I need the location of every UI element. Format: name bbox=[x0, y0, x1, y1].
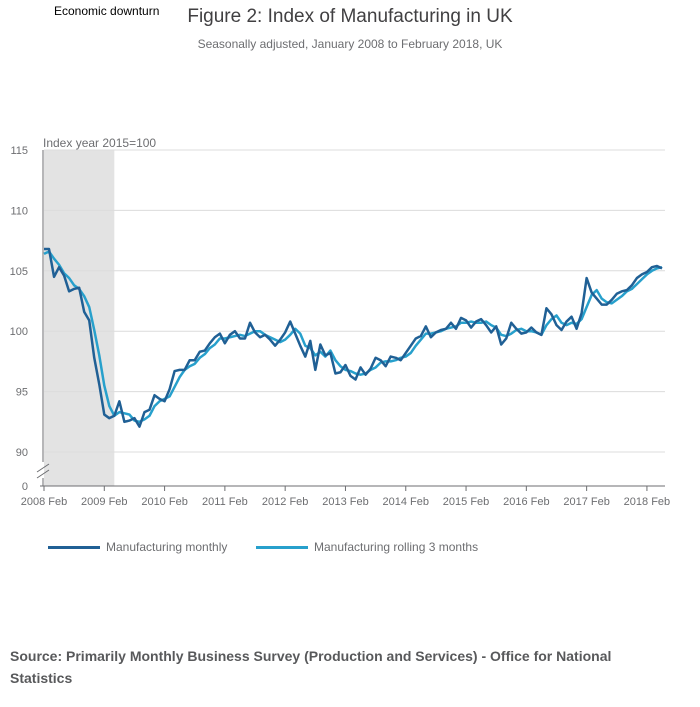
chart-title: Figure 2: Index of Manufacturing in UK bbox=[187, 6, 513, 27]
legend-swatch-monthly bbox=[48, 546, 100, 550]
x-tick-label: 2017 Feb bbox=[563, 496, 609, 508]
x-tick-label: 2008 Feb bbox=[21, 496, 67, 508]
series-lines bbox=[43, 247, 663, 428]
gridlines bbox=[44, 149, 665, 453]
series-line-monthly bbox=[44, 247, 663, 428]
legend-label-monthly: Manufacturing monthly bbox=[106, 540, 228, 554]
x-tick-label: 2018 Feb bbox=[624, 496, 670, 508]
axis-break-icon bbox=[36, 463, 50, 479]
y-tick-label: 95 bbox=[16, 387, 28, 399]
x-tick-label: 2010 Feb bbox=[141, 496, 187, 508]
y-tick-label: 90 bbox=[16, 447, 28, 459]
y-tick-label: 115 bbox=[10, 145, 28, 157]
legend-item-monthly: Manufacturing monthly bbox=[48, 540, 227, 554]
x-tick-label: 2015 Feb bbox=[443, 496, 489, 508]
x-tick-label: 2013 Feb bbox=[322, 496, 368, 508]
legend-label-rolling: Manufacturing rolling 3 months bbox=[314, 540, 479, 554]
chart-area: 115 110 105 100 95 90 2008 Feb 2009 Feb 2010 Fe… bbox=[10, 136, 671, 508]
x-tick-label: 2012 Feb bbox=[262, 496, 308, 508]
y-tick-label: 100 bbox=[10, 326, 28, 338]
x-tick-label: 2009 Feb bbox=[81, 496, 127, 508]
y-tick-label: 110 bbox=[10, 205, 28, 217]
x-tick-label: 2011 Feb bbox=[202, 496, 248, 508]
legend-item-rolling: Manufacturing rolling 3 months bbox=[256, 540, 478, 554]
y-tick-label: 105 bbox=[10, 266, 28, 278]
series-line-rolling-3-months bbox=[43, 250, 663, 424]
y-tick-zero: 0 bbox=[22, 481, 28, 493]
source-note: Source: Primarily Monthly Business Surve… bbox=[10, 648, 612, 686]
chart-subtitle: Seasonally adjusted, January 2008 to Feb… bbox=[197, 37, 503, 51]
x-tick-label: 2014 Feb bbox=[383, 496, 429, 508]
legend-swatch-rolling bbox=[256, 546, 308, 550]
x-tick-label: 2016 Feb bbox=[503, 496, 549, 508]
y-axis-label: Index year 2015=100 bbox=[43, 136, 156, 150]
downturn-annotation: Economic downturn bbox=[54, 4, 160, 18]
downturn-shaded-region bbox=[44, 150, 115, 486]
x-axis-ticks: 2008 Feb 2009 Feb 2010 Feb 2011 Feb 2012 Feb… bbox=[21, 486, 670, 508]
y-axis-ticks: 115 110 105 100 95 90 bbox=[10, 145, 28, 459]
